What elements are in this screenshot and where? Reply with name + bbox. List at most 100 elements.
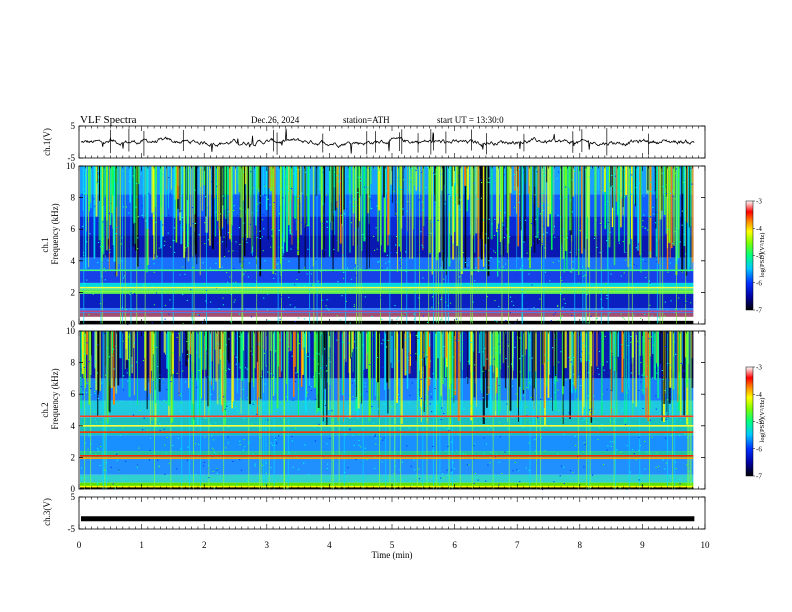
ch2-spectrogram-speckle	[425, 394, 427, 396]
ch1-spectrogram-speckle	[448, 288, 450, 290]
ch1-spectrogram-streak	[456, 166, 458, 185]
ch2-spectrogram-speckle	[521, 331, 524, 333]
ch1-spectrogram-speckle	[182, 294, 184, 296]
ch2-spectrogram-speckle	[182, 370, 184, 372]
ch1-spectrogram-speckle	[565, 186, 567, 188]
ch2-spectrogram-speckle	[573, 373, 575, 375]
ch2-spectrogram-speckle	[385, 481, 387, 483]
ch2-spectrogram-streak	[384, 331, 386, 391]
ch2-spectrogram-streak	[350, 331, 352, 359]
ch2-spectrogram-speckle	[136, 465, 139, 467]
ch1-spectrogram-speckle	[396, 322, 399, 324]
ch1-spectrogram-streak	[95, 166, 98, 217]
ch2-spectrogram-speckle	[268, 471, 270, 473]
ch1-spectrogram-sferic	[401, 166, 402, 324]
ch2-spectrogram-speckle	[570, 361, 572, 363]
ch2-spectrogram-speckle	[104, 374, 107, 376]
ch1-spectrogram-speckle	[165, 295, 167, 297]
ch1-spectrogram-speckle	[345, 300, 347, 302]
ch2-spectrogram-speckle	[180, 395, 182, 397]
ch2-spectrogram-speckle	[601, 428, 603, 430]
ch2-spectrogram-speckle	[417, 338, 419, 339]
ch2-spectrogram-streak	[97, 331, 100, 391]
ch1-spectrogram-streak	[377, 166, 379, 242]
ch2-spectrogram-speckle	[588, 352, 590, 354]
ch1-spectrogram-speckle	[529, 248, 531, 250]
ch2-spectrogram-streak	[612, 331, 614, 408]
ch1-spectrogram-speckle	[336, 315, 338, 317]
ch2-colorbar-tick-label: -5	[756, 418, 762, 426]
ch1-spectrogram-speckle	[613, 209, 615, 211]
ch2-spectrogram-streak	[611, 331, 613, 415]
ch2-spectrogram-speckle	[442, 473, 444, 475]
ch1-waveform-line	[80, 128, 695, 154]
ch2-spectrogram-speckle	[239, 444, 241, 446]
ch2-spectrogram-speckle	[296, 456, 298, 458]
ch2-spectrogram-sferic	[426, 331, 428, 489]
ch2-spectrogram-speckle	[455, 450, 457, 452]
ch2-spectrogram-speckle	[463, 408, 465, 410]
ch1-spectrogram-speckle	[294, 271, 296, 273]
ch1-spectrogram-speckle	[559, 197, 561, 199]
ch1-spectrogram-speckle	[422, 315, 425, 317]
ch2-spectrogram-speckle	[256, 405, 258, 407]
ch1-spectrogram-streak	[561, 166, 563, 247]
ch1-spectrogram-streak	[683, 166, 686, 246]
ch2-spectrogram-speckle	[163, 428, 165, 430]
ch1-spectrogram-streak	[487, 166, 490, 276]
ch2-spectrogram-streak	[362, 331, 365, 370]
ch2-spectrogram-speckle	[410, 354, 412, 356]
ch1-spectrogram-streak	[539, 166, 541, 247]
ch2-spectrogram-speckle	[364, 385, 366, 387]
ch2-spectrogram-streak	[428, 331, 431, 386]
ch1-spectrogram-speckle	[86, 279, 88, 281]
ch2-spectrogram-speckle	[446, 428, 448, 430]
ch1-spectrogram-speckle	[114, 259, 116, 261]
ch1-spectrogram-speckle	[336, 239, 338, 241]
ch1-spectrogram-streak	[339, 166, 342, 244]
ch2-spectrogram-speckle	[265, 365, 267, 367]
ch2-spectrogram-speckle	[313, 357, 316, 359]
ch1-spectrogram-streak	[86, 166, 87, 232]
ch1-spectrogram-streak	[249, 166, 252, 197]
ch1-spectrogram-speckle	[215, 211, 217, 213]
ch1-spectrogram-speckle	[335, 201, 337, 203]
ch1-spectrogram-speckle	[551, 233, 553, 235]
ch1-spectrogram-streak	[255, 166, 257, 226]
ch1-spectrogram-streak	[234, 166, 237, 194]
ch2-spectrogram-speckle	[229, 368, 231, 370]
ch1-spectrogram-speckle	[441, 297, 443, 299]
ch2-spectrogram-streak	[157, 331, 159, 421]
ch1-spectrogram-speckle	[661, 172, 663, 174]
ch1-spectrogram-speckle	[221, 227, 223, 229]
ch1-spectrogram-speckle	[204, 196, 207, 198]
ch2-spectrogram-speckle	[138, 447, 140, 449]
ch2-spectrogram-speckle	[216, 469, 218, 471]
ch2-spectrogram-speckle	[153, 345, 155, 347]
ch2-spectrogram-speckle	[94, 411, 96, 413]
ch2-spectrogram-sferic	[615, 331, 616, 489]
ch2-spectrogram-speckle	[427, 396, 429, 398]
ch1-spectrogram-streak	[434, 166, 437, 201]
ch2-spectrogram-speckle	[669, 485, 671, 487]
ch1-spectrogram-speckle	[436, 320, 438, 322]
ch1-spectrogram-speckle	[605, 282, 607, 284]
ch1-spectrogram-streak	[449, 166, 450, 213]
ch2-spectrogram-speckle	[514, 462, 516, 463]
ch1-spectrogram-speckle	[418, 199, 420, 201]
ch1-spectrogram-speckle	[194, 228, 196, 230]
ch2-spectrogram-speckle	[613, 341, 615, 343]
ch2-spectrogram-speckle	[684, 433, 686, 435]
ch1-spectrogram-speckle	[375, 227, 377, 229]
ch2-spectrogram-speckle	[405, 371, 407, 373]
ch1-spectrogram-speckle	[233, 268, 235, 269]
ch2-spectrogram-speckle	[327, 463, 329, 465]
ch1-spectrogram-speckle	[368, 196, 370, 198]
ch2-spectrogram-speckle	[443, 346, 445, 348]
ch2-spectrogram-speckle	[557, 389, 559, 391]
ch2-spectrogram-speckle	[225, 370, 227, 371]
ch1-spectrogram-streak	[268, 166, 271, 189]
ch2-spectrogram-speckle	[123, 389, 125, 391]
ch2-spectrogram-streak	[683, 331, 685, 416]
ch2-spectrogram-speckle	[320, 367, 322, 369]
